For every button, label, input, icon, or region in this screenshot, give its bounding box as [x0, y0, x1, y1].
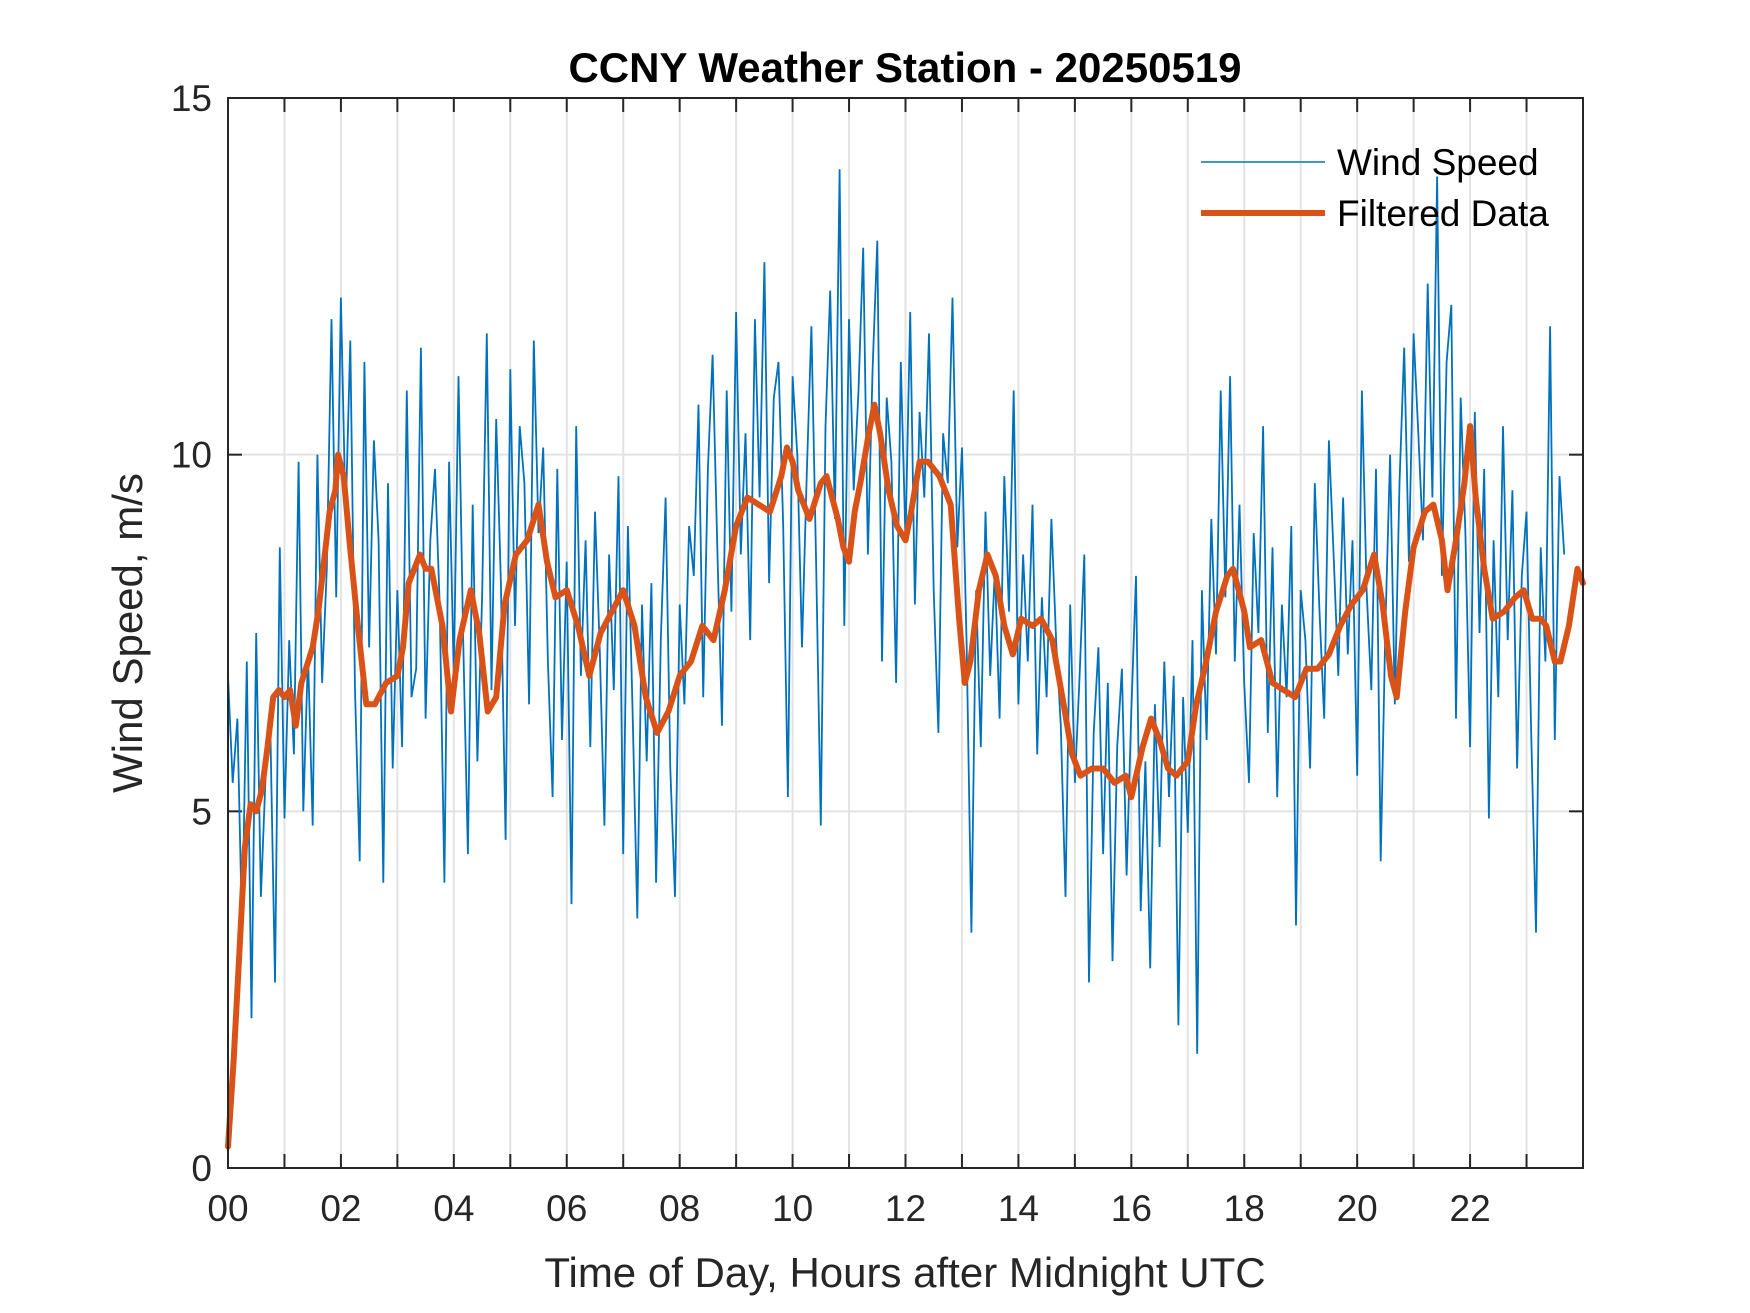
tick-labels: 0 5 10 15 00 02 04 06 08 10 12 14 16 18 20 22	[171, 78, 1491, 1229]
legend: Wind Speed Filtered Data	[1201, 142, 1549, 234]
x-tick-label: 22	[1450, 1188, 1491, 1229]
x-tick-label: 08	[659, 1188, 700, 1229]
x-tick-label: 20	[1337, 1188, 1378, 1229]
x-tick-label: 16	[1111, 1188, 1152, 1229]
x-tick-label: 00	[207, 1188, 248, 1229]
x-tick-label: 02	[320, 1188, 361, 1229]
series-layer	[225, 169, 1586, 1150]
y-tick-label: 0	[191, 1148, 212, 1189]
x-tick-label: 06	[546, 1188, 587, 1229]
y-axis-label: Wind Speed, m/s	[104, 473, 151, 793]
x-tick-label: 10	[772, 1188, 813, 1229]
x-axis-label: Time of Day, Hours after Midnight UTC	[544, 1249, 1265, 1296]
y-tick-label: 5	[191, 791, 212, 832]
tick-marks	[228, 98, 1583, 1168]
y-tick-label: 15	[171, 78, 212, 119]
x-tick-label: 12	[885, 1188, 926, 1229]
x-tick-label: 18	[1224, 1188, 1265, 1229]
x-tick-label: 14	[998, 1188, 1039, 1229]
x-tick-label: 04	[433, 1188, 474, 1229]
legend-label-filtered-data: Filtered Data	[1337, 193, 1549, 234]
chart-title: CCNY Weather Station - 20250519	[568, 44, 1241, 91]
legend-label-wind-speed: Wind Speed	[1337, 142, 1539, 183]
y-tick-label: 10	[171, 435, 212, 476]
axes-box	[227, 97, 1584, 1169]
series-line-wind-speed	[227, 169, 1566, 1054]
series-line-filtered-data	[225, 401, 1586, 1150]
